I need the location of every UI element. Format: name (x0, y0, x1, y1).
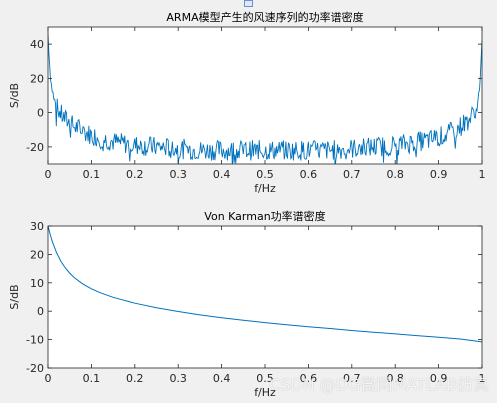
vonkarman-xtick-label: 0.7 (343, 372, 361, 385)
arma-xtick-label: 0.1 (83, 168, 101, 181)
arma-chart-title: ARMA模型产生的风速序列的功率谱密度 (166, 10, 363, 24)
arma-ytick-label: -20 (26, 141, 44, 154)
vonkarman-ytick-label: 0 (37, 305, 44, 318)
vonkarman-ytick-label: -20 (26, 362, 44, 375)
arma-xtick-label: 0.8 (386, 168, 404, 181)
arma-xtick-label: 0.7 (343, 168, 361, 181)
axes-von-karman-psd: 0 0.1 0.2 0.3 0.4 0.5 0.6 0.7 0.8 0.9 1 -20 -10 0 10 20… (8, 209, 486, 399)
arma-xtick-label: 1 (479, 168, 486, 181)
arma-y-axis-label: S/dB (8, 83, 21, 108)
vonkarman-series-line (48, 226, 482, 343)
arma-xtick-label: 0.6 (300, 168, 318, 181)
figure-handle[interactable] (244, 0, 253, 7)
vonkarman-y-axis-label: S/dB (8, 284, 21, 309)
watermark-text: CSDN @DG微网MATLAB仿真 (269, 375, 489, 394)
vonkarman-chart-title: Von Karman功率谱密度 (204, 209, 325, 223)
arma-series-line (48, 33, 482, 164)
vonkarman-ytick-label: 10 (30, 277, 44, 290)
vonkarman-xtick-label: 0.2 (126, 372, 144, 385)
vonkarman-xtick-label: 0.5 (256, 372, 274, 385)
arma-ytick-label: 40 (30, 38, 44, 51)
vonkarman-plot-area (48, 226, 482, 368)
vonkarman-xtick-label: 1 (479, 372, 486, 385)
vonkarman-xtick-label: 0.4 (213, 372, 231, 385)
arma-xtick-label: 0.4 (213, 168, 231, 181)
vonkarman-xtick-label: 0.6 (300, 372, 318, 385)
vonkarman-ytick-label: -10 (26, 334, 44, 347)
arma-xtick-label: 0 (45, 168, 52, 181)
axes-arma-psd: 0 0.1 0.2 0.3 0.4 0.5 0.6 0.7 0.8 0.9 1 -20 0 20 40 ARM… (8, 10, 486, 195)
vonkarman-xtick-label: 0 (45, 372, 52, 385)
vonkarman-ytick-label: 20 (30, 248, 44, 261)
vonkarman-xtick-label: 0.1 (83, 372, 101, 385)
vonkarman-xtick-label: 0.9 (430, 372, 448, 385)
arma-ytick-label: 20 (30, 72, 44, 85)
arma-xtick-label: 0.3 (169, 168, 187, 181)
vonkarman-xtick-label: 0.3 (169, 372, 187, 385)
vonkarman-xtick-label: 0.8 (386, 372, 404, 385)
arma-x-axis-label: f/Hz (254, 182, 276, 195)
arma-xtick-label: 0.5 (256, 168, 274, 181)
arma-xtick-label: 0.2 (126, 168, 144, 181)
arma-xtick-label: 0.9 (430, 168, 448, 181)
arma-ytick-label: 0 (37, 107, 44, 120)
vonkarman-ytick-label: 30 (30, 220, 44, 233)
vonkarman-x-axis-label: f/Hz (254, 386, 276, 399)
